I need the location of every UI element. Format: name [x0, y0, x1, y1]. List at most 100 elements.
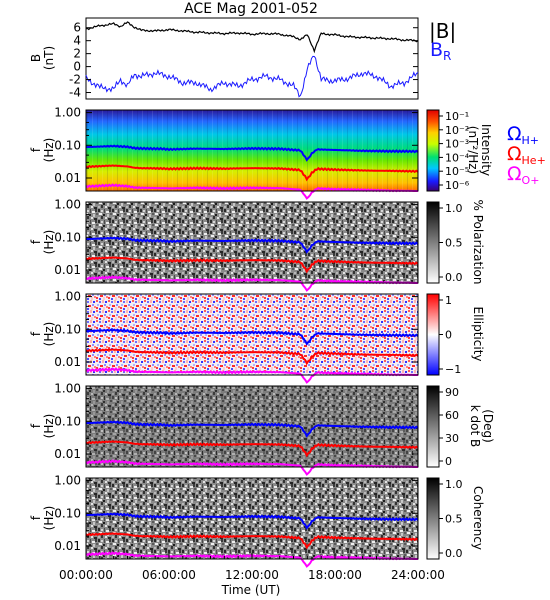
k-dot-b-freq-label: f [29, 423, 43, 428]
coherency-colorbar-tick-label: 1.0 [445, 478, 463, 491]
coherency-colorbar-tick-label: 0.0 [445, 547, 463, 560]
coherency-he-plus-gyro-line [85, 532, 419, 550]
intensity-freq-tick-label: 0.01 [54, 171, 81, 185]
b-field-y-tick-label: 0 [73, 60, 81, 74]
coherency-colorbar-title: Coherency [471, 486, 485, 550]
intensity-plot-frame [85, 109, 419, 192]
polarization-plot-frame [85, 201, 419, 284]
frequency-axes: 1.000.100.01f (Hz)1.000.100.01f (Hz)1.000.… [29, 106, 419, 560]
ellipticity-colorbar-title: Ellipticity [471, 307, 485, 362]
k-dot-b-freq-unit: (Hz) [42, 414, 56, 439]
figure-title: ACE Mag 2001-052 [184, 1, 318, 17]
legend-h-plus-sub: H+ [522, 134, 540, 147]
legend-h-plus: ΩH+ [507, 123, 539, 147]
intensity-he-plus-gyro-line [85, 164, 419, 182]
ellipticity-plot-frame [85, 293, 419, 376]
coherency-freq-tick-label: 0.10 [54, 506, 81, 520]
k-dot-b-he-plus-gyro-line [85, 440, 419, 458]
time-tick-label: 12:00:00 [225, 568, 279, 582]
legend-he-plus-symbol: Ω [507, 143, 522, 165]
ellipticity-freq-tick-label: 1.00 [54, 290, 81, 304]
colorbars [426, 109, 440, 560]
coherency-freq-tick-label: 1.00 [54, 474, 81, 488]
ellipticity-freq-label: f [29, 331, 43, 336]
ellipticity-colorbar-tick-label: 1 [445, 294, 452, 307]
coherency-colorbar-tick-label: 0.5 [445, 513, 463, 526]
ellipticity-freq-tick-label: 0.01 [54, 355, 81, 369]
k-dot-b-colorbar-unit: (Deg) [481, 409, 495, 443]
polarization-h-plus-gyro-line [85, 236, 419, 254]
b-magnitude-line [85, 21, 419, 54]
time-tick-label: 00:00:00 [59, 568, 113, 582]
gyrofrequency-legend: ΩH+ ΩHe+ ΩO+ [507, 123, 546, 187]
b-field-y-tick-label: 4 [73, 34, 81, 48]
polarization-o-plus-gyro-line [85, 275, 418, 292]
k-dot-b-colorbar-tick-label: 30 [445, 432, 459, 445]
ellipticity-colorbar-tick-label: −1 [445, 363, 461, 376]
k-dot-b-colorbar-tick-label: 60 [445, 409, 459, 422]
k-dot-b-plot-frame [85, 385, 419, 468]
legend-b-magnitude: |B| [429, 19, 456, 43]
ellipticity-o-plus-gyro-line [85, 367, 418, 384]
k-dot-b-freq-tick-label: 0.01 [54, 447, 81, 461]
ellipticity-freq-unit: (Hz) [42, 322, 56, 347]
b-field-y-tick-label: -2 [69, 73, 81, 87]
coherency-freq-unit: (Hz) [42, 506, 56, 531]
intensity-colorbar-tick-label: 10⁻⁵ [445, 165, 469, 178]
gyrofrequency-lines [85, 144, 419, 568]
intensity-freq-tick-label: 1.00 [54, 106, 81, 120]
legend-h-plus-symbol: Ω [507, 123, 522, 145]
intensity-o-plus-gyro-line [85, 183, 418, 200]
intensity-colorbar [426, 109, 440, 192]
time-tick-label: 24:00:00 [391, 568, 445, 582]
colorbar-tick-labels: 10⁻¹10⁻²10⁻³10⁻⁴10⁻⁵10⁻⁶ 1.0 0.5 0.0 1 0 −1 90 6… [439, 110, 470, 560]
polarization-freq-tick-label: 0.01 [54, 263, 81, 277]
polarization-colorbar-title: % Polarization [471, 200, 485, 285]
polarization-colorbar [426, 201, 440, 284]
legend-b-r-sub: R [443, 49, 451, 63]
polarization-freq-tick-label: 0.10 [54, 230, 81, 244]
legend-he-plus-sub: He+ [522, 154, 546, 167]
intensity-colorbar-tick-label: 10⁻⁶ [445, 179, 470, 192]
b-field-axis-label-unit: (nT) [42, 46, 56, 70]
k-dot-b-colorbar-tick-label: 0 [445, 455, 452, 468]
ellipticity-he-plus-gyro-line [85, 348, 419, 366]
legend-o-plus: ΩO+ [507, 163, 539, 187]
polarization-freq-label: f [29, 239, 43, 244]
b-field-axis-label-b: B [29, 54, 43, 62]
b-field-y-tick-label: -4 [69, 86, 81, 100]
legend-b-r-main: B [430, 39, 443, 61]
k-dot-b-h-plus-gyro-line [85, 420, 419, 438]
k-dot-b-o-plus-gyro-line [85, 459, 418, 476]
coherency-colorbar [426, 477, 440, 560]
intensity-colorbar-unit: (nT²/Hz) [466, 126, 480, 174]
intensity-freq-tick-label: 0.10 [54, 138, 81, 152]
intensity-colorbar-tick-label: 10⁻¹ [445, 110, 469, 123]
intensity-freq-unit: (Hz) [42, 138, 56, 163]
b-r-line [85, 55, 419, 98]
b-field-y-tick-label: 2 [73, 47, 81, 61]
k-dot-b-freq-tick-label: 0.10 [54, 414, 81, 428]
b-field-lines [85, 21, 419, 98]
intensity-freq-label: f [29, 147, 43, 152]
intensity-h-plus-gyro-line [85, 144, 419, 162]
intensity-colorbar-tick-label: 10⁻³ [445, 138, 469, 151]
ellipticity-colorbar-tick-label: 0 [445, 329, 452, 342]
time-tick-label: 06:00:00 [142, 568, 196, 582]
time-axis: 00:00:00 06:00:00 12:00:00 18:00:00 24:00:00 [59, 553, 445, 582]
k-dot-b-colorbar [426, 385, 440, 468]
intensity-colorbar-tick-label: 10⁻² [445, 124, 469, 137]
polarization-he-plus-gyro-line [85, 256, 419, 274]
intensity-colorbar-title: Intensity [479, 124, 493, 176]
polarization-colorbar-tick-label: 0.0 [445, 271, 463, 284]
time-tick-label: 18:00:00 [308, 568, 362, 582]
legend-o-plus-symbol: Ω [507, 163, 522, 185]
b-field-y-tick-label: 6 [73, 21, 81, 35]
polarization-freq-tick-label: 1.00 [54, 198, 81, 212]
ellipticity-h-plus-gyro-line [85, 328, 419, 346]
polarization-colorbar-tick-label: 0.5 [445, 237, 463, 250]
ellipticity-freq-tick-label: 0.10 [54, 322, 81, 336]
